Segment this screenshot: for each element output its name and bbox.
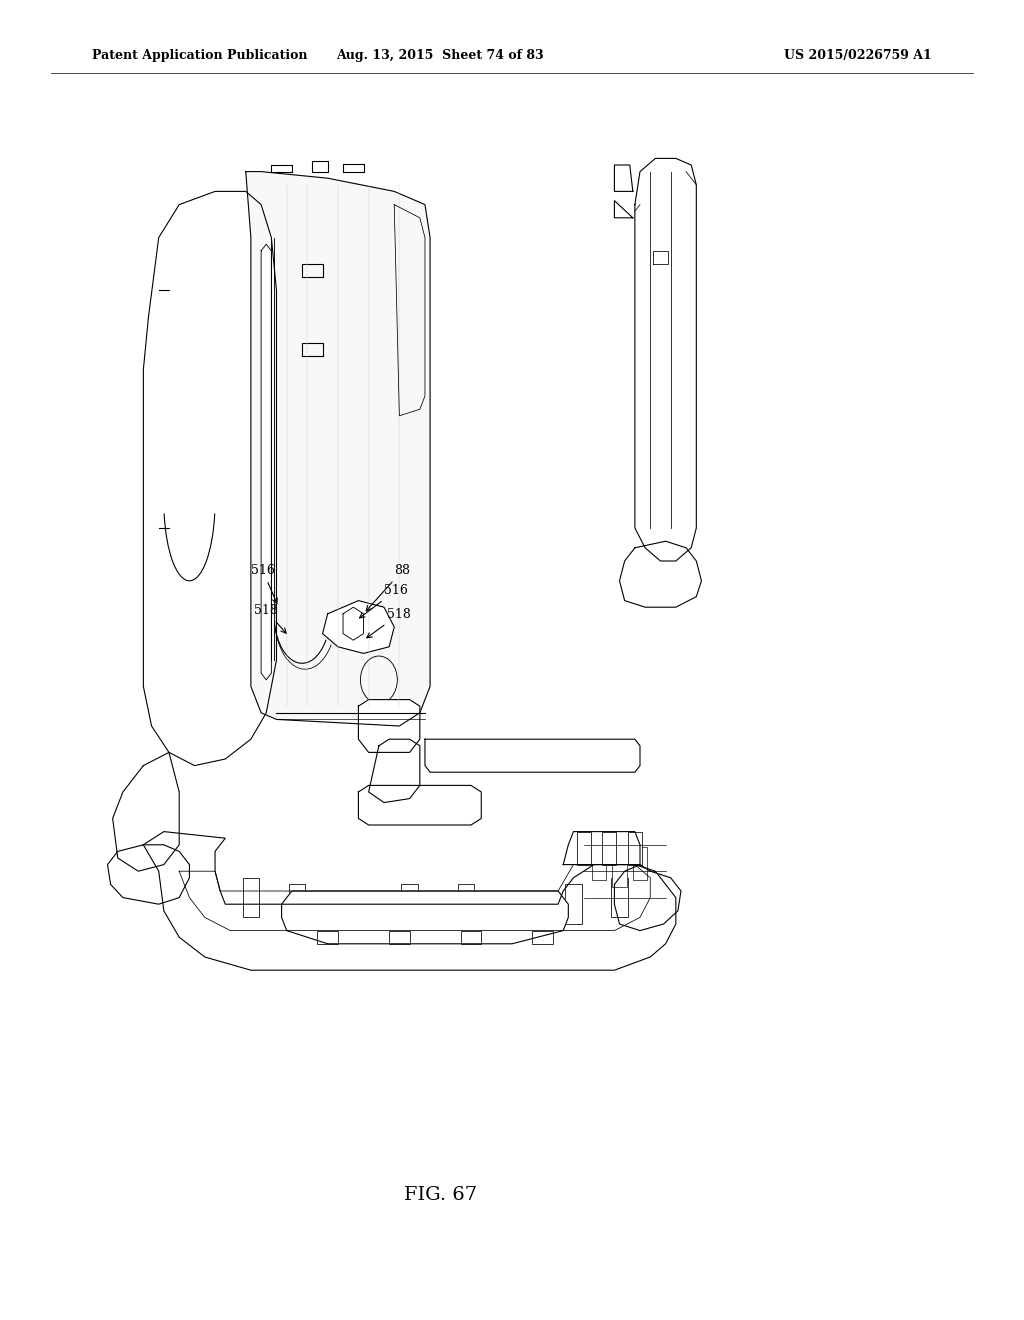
Bar xyxy=(612,854,627,887)
Text: 516: 516 xyxy=(359,583,408,618)
Bar xyxy=(317,931,338,944)
Bar xyxy=(289,884,305,924)
Bar xyxy=(401,884,418,924)
Polygon shape xyxy=(113,752,179,871)
Bar xyxy=(602,832,616,865)
Text: US 2015/0226759 A1: US 2015/0226759 A1 xyxy=(784,49,932,62)
Polygon shape xyxy=(614,865,681,931)
Polygon shape xyxy=(635,158,696,561)
Polygon shape xyxy=(143,832,676,970)
Text: 518: 518 xyxy=(254,603,286,634)
Bar xyxy=(577,832,591,865)
Polygon shape xyxy=(246,172,430,726)
Polygon shape xyxy=(261,244,271,680)
Bar xyxy=(565,884,582,924)
Bar xyxy=(389,931,410,944)
Polygon shape xyxy=(358,700,420,752)
Bar xyxy=(458,884,474,924)
Bar xyxy=(461,931,481,944)
Text: 516: 516 xyxy=(251,564,278,603)
Polygon shape xyxy=(425,739,640,772)
Bar xyxy=(243,878,259,917)
Polygon shape xyxy=(563,832,640,865)
Text: 88: 88 xyxy=(367,564,411,611)
Bar xyxy=(633,847,647,880)
Text: 518: 518 xyxy=(367,607,411,638)
Text: FIG. 67: FIG. 67 xyxy=(403,1185,477,1204)
Polygon shape xyxy=(108,845,189,904)
Bar xyxy=(592,847,606,880)
Bar xyxy=(628,832,642,865)
Polygon shape xyxy=(620,541,701,607)
Polygon shape xyxy=(143,191,276,766)
Polygon shape xyxy=(282,891,568,944)
Polygon shape xyxy=(323,601,394,653)
Text: Aug. 13, 2015  Sheet 74 of 83: Aug. 13, 2015 Sheet 74 of 83 xyxy=(337,49,544,62)
Text: Patent Application Publication: Patent Application Publication xyxy=(92,49,307,62)
Polygon shape xyxy=(369,739,420,803)
Polygon shape xyxy=(358,785,481,825)
Bar xyxy=(611,878,628,917)
Bar xyxy=(532,931,553,944)
